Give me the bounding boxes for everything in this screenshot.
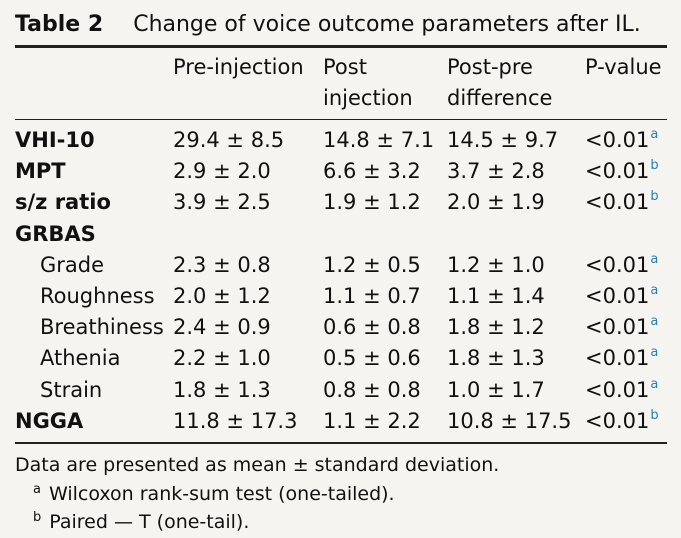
footnote-general: Data are presented as mean ± standard de… — [15, 454, 500, 476]
p-value-text: <0.01 — [585, 159, 650, 183]
cell-pre-injection: 2.0 ± 1.2 — [173, 284, 271, 308]
cell-post-injection: 1.9 ± 1.2 — [323, 190, 421, 214]
cell-post-injection: 1.1 ± 2.2 — [323, 409, 421, 433]
p-value-text: <0.01 — [585, 190, 650, 214]
table-label: Table 2 — [15, 12, 104, 37]
cell-post-injection: 0.8 ± 0.8 — [323, 378, 421, 402]
cell-p-value: <0.01a — [585, 281, 658, 312]
p-value-text: <0.01 — [585, 284, 650, 308]
cell-pre-injection: 1.8 ± 1.3 — [173, 378, 271, 402]
footnote-b-text: Paired — T (one-tail). — [49, 511, 250, 533]
footnote-a-text: Wilcoxon rank-sum test (one-tailed). — [48, 483, 395, 505]
header-difference-line2: difference — [447, 86, 553, 110]
p-value-footnote-mark: a — [650, 252, 659, 267]
header-pre-injection: Pre-injection — [173, 55, 304, 79]
row-parameter: GRBAS — [15, 222, 96, 246]
cell-post-injection: 0.5 ± 0.6 — [323, 346, 421, 370]
row-parameter: Breathiness — [40, 315, 164, 339]
cell-p-value: <0.01b — [585, 187, 659, 218]
cell-difference: 1.2 ± 1.0 — [447, 253, 545, 277]
p-value-text: <0.01 — [585, 315, 650, 339]
header-post-injection-line1: Post — [323, 55, 367, 79]
cell-pre-injection: 29.4 ± 8.5 — [173, 128, 285, 152]
cell-post-injection: 6.6 ± 3.2 — [323, 159, 421, 183]
footnote-b-mark: b — [33, 510, 42, 525]
p-value-footnote-mark: a — [650, 314, 659, 329]
cell-p-value: <0.01b — [585, 406, 659, 437]
cell-pre-injection: 2.4 ± 0.9 — [173, 315, 271, 339]
row-parameter: s/z ratio — [15, 190, 111, 214]
p-value-text: <0.01 — [585, 378, 650, 402]
p-value-text: <0.01 — [585, 253, 650, 277]
header-post-injection-line2: injection — [323, 86, 413, 110]
footnote-a: a Wilcoxon rank-sum test (one-tailed). — [33, 480, 395, 508]
p-value-footnote-mark: a — [650, 345, 659, 360]
cell-difference: 14.5 ± 9.7 — [447, 128, 559, 152]
cell-pre-injection: 2.9 ± 2.0 — [173, 159, 271, 183]
cell-p-value: <0.01b — [585, 156, 659, 187]
p-value-footnote-mark: b — [650, 189, 659, 204]
header-p-value: P-value — [585, 55, 662, 79]
p-value-text: <0.01 — [585, 128, 650, 152]
cell-p-value: <0.01a — [585, 343, 658, 374]
cell-p-value: <0.01a — [585, 312, 658, 343]
p-value-text: <0.01 — [585, 346, 650, 370]
top-rule — [15, 45, 667, 48]
footnote-b: b Paired — T (one-tail). — [33, 508, 249, 536]
row-parameter: VHI-10 — [15, 128, 95, 152]
cell-p-value: <0.01a — [585, 250, 658, 281]
cell-pre-injection: 2.2 ± 1.0 — [173, 346, 271, 370]
row-parameter: MPT — [15, 159, 66, 183]
cell-post-injection: 1.1 ± 0.7 — [323, 284, 421, 308]
cell-post-injection: 1.2 ± 0.5 — [323, 253, 421, 277]
p-value-text: <0.01 — [585, 409, 650, 433]
p-value-footnote-mark: b — [650, 408, 659, 423]
cell-pre-injection: 11.8 ± 17.3 — [173, 409, 298, 433]
row-parameter: Athenia — [40, 346, 121, 370]
cell-difference: 1.0 ± 1.7 — [447, 378, 545, 402]
p-value-footnote-mark: a — [650, 127, 659, 142]
cell-pre-injection: 3.9 ± 2.5 — [173, 190, 271, 214]
cell-difference: 3.7 ± 2.8 — [447, 159, 545, 183]
p-value-footnote-mark: a — [650, 283, 659, 298]
cell-post-injection: 0.6 ± 0.8 — [323, 315, 421, 339]
cell-difference: 2.0 ± 1.9 — [447, 190, 545, 214]
row-parameter: NGGA — [15, 409, 84, 433]
cell-p-value: <0.01a — [585, 125, 658, 156]
row-parameter: Roughness — [40, 284, 155, 308]
cell-difference: 1.8 ± 1.3 — [447, 346, 545, 370]
bottom-rule — [15, 442, 667, 444]
footnote-a-mark: a — [33, 482, 41, 497]
cell-difference: 1.8 ± 1.2 — [447, 315, 545, 339]
cell-post-injection: 14.8 ± 7.1 — [323, 128, 435, 152]
cell-p-value: <0.01a — [585, 375, 658, 406]
header-difference-line1: Post-pre — [447, 55, 533, 79]
p-value-footnote-mark: b — [650, 158, 659, 173]
p-value-footnote-mark: a — [650, 377, 659, 392]
header-rule — [15, 119, 667, 120]
row-parameter: Strain — [40, 378, 103, 402]
cell-pre-injection: 2.3 ± 0.8 — [173, 253, 271, 277]
cell-difference: 1.1 ± 1.4 — [447, 284, 545, 308]
table-title: Table 2 Change of voice outcome parameter… — [15, 10, 641, 40]
cell-difference: 10.8 ± 17.5 — [447, 409, 572, 433]
row-parameter: Grade — [40, 253, 105, 277]
table-caption: Change of voice outcome parameters after… — [133, 12, 641, 37]
